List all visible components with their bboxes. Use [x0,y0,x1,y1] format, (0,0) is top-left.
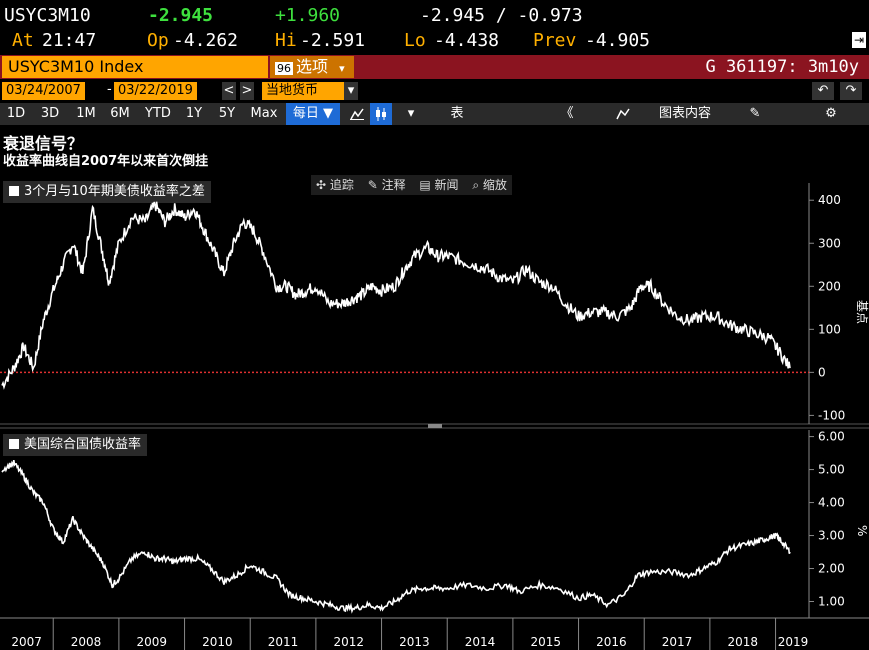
y-tick-label: 200 [818,279,841,293]
at-time: 21:47 [42,30,97,51]
currency-label: 当地货币 [266,83,319,98]
period-1y[interactable]: 1Y [185,106,203,121]
candlestick-icon[interactable] [370,103,392,125]
y-tick-label: 5.00 [818,463,845,477]
x-tick-label: 2008 [71,635,102,649]
series-line [1,459,791,614]
zoom-button[interactable]: ⌕ 缩放 [472,178,507,192]
period-1d[interactable]: 1D [6,106,26,121]
at-label: At [12,30,34,51]
date-separator: - [107,82,112,97]
low-label: Lo [404,30,426,51]
edit-icon[interactable]: ✎ [749,106,761,121]
ticker: USYC3M10 [4,5,91,26]
x-tick-label: 2016 [596,635,627,649]
x-tick-label: 2012 [333,635,364,649]
redo-icon[interactable]: ↷ [840,82,862,100]
annotate-button[interactable]: ✎ 注释 [367,178,406,192]
period-1m[interactable]: 1M [76,106,96,121]
legend-swatch [9,186,19,196]
export-icon[interactable]: ⇥ [852,32,866,48]
frequency-select[interactable]: 每日 ▼ [286,103,340,125]
period-5y[interactable]: 5Y [218,106,236,121]
x-tick-label: 2009 [136,635,167,649]
collapse-icon[interactable]: 《 [560,106,574,121]
top-legend-label: 3个月与10年期美债收益率之差 [24,184,205,199]
day-range: -2.945 / -0.973 [420,5,583,26]
chart-action-bar: ✣ 追踪 ✎ 注释 ▤ 新闻 ⌕ 缩放 [311,175,512,195]
low-value: -4.438 [434,30,500,51]
quote-row-1: USYC3M10 [4,5,91,26]
series-line [1,201,791,390]
period-toolbar: 1D 3D 1M 6M YTD 1Y 5Y Max 每日 ▼ ▾ 表 《 图表内… [0,103,869,125]
chart-subtitle: 收益率曲线自2007年以来首次倒挂 [3,154,209,169]
pane-resize-handle[interactable] [428,424,442,428]
x-tick-label: 2019 [778,635,809,649]
high-value: -2.591 [300,30,366,51]
options-menu[interactable]: 96 选项 ▾ [270,56,354,78]
x-tick-label: 2015 [530,635,561,649]
previous-period-button[interactable]: < [222,82,236,100]
x-tick-label: 2013 [399,635,430,649]
bottom-legend-label: 美国综合国债收益率 [24,437,142,452]
bottom-legend[interactable]: 美国综合国债收益率 [3,434,148,456]
y-tick-label: 400 [818,193,841,207]
y-tick-label: 0 [818,365,826,379]
security-name: USYC3M10 Index [8,57,144,76]
options-number: 96 [275,62,293,75]
last-price: -2.945 [148,5,214,26]
graph-id: G 361197: 3m10y [705,57,859,77]
end-date-input[interactable]: 03/22/2019 [114,82,197,100]
period-6m[interactable]: 6M [110,106,130,121]
y-tick-label: 2.00 [818,562,845,576]
legend-swatch [9,439,19,449]
x-tick-label: 2018 [727,635,758,649]
prev-label: Prev [533,30,577,51]
y-tick-label: 4.00 [818,496,845,510]
open-value: -4.262 [173,30,239,51]
currency-select[interactable]: 当地货币 [262,82,344,100]
x-tick-label: 2011 [268,635,299,649]
x-tick-label: 2014 [465,635,496,649]
undo-icon[interactable]: ↶ [812,82,834,100]
chart-type-dropdown[interactable]: ▾ [407,106,415,121]
net-change: +1.960 [275,5,341,26]
period-ytd[interactable]: YTD [145,106,171,121]
currency-dropdown-icon[interactable]: ▾ [344,82,358,100]
chevron-down-icon: ▾ [339,62,345,75]
y-tick-label: 300 [818,236,841,250]
x-tick-label: 2007 [11,635,42,649]
y-tick-label: 6.00 [818,430,845,444]
chart-tools-icon[interactable] [612,103,634,125]
y-tick-label: 100 [818,322,841,336]
x-tick-label: 2017 [662,635,693,649]
period-3d[interactable]: 3D [40,106,60,121]
line-chart-icon[interactable] [346,103,368,125]
y-tick-label: -100 [818,408,845,422]
chart-content-button[interactable]: 图表内容 [658,106,711,121]
next-period-button[interactable]: > [240,82,254,100]
security-field[interactable]: USYC3M10 Index [2,56,268,78]
chart-title: 衰退信号？ [3,134,84,153]
news-button[interactable]: ▤ 新闻 [419,178,459,192]
high-label: Hi [275,30,297,51]
options-label: 选项 [296,57,329,76]
y-tick-label: 3.00 [818,529,845,543]
prev-value: -4.905 [585,30,651,51]
y-tick-label: 1.00 [818,595,845,609]
start-date-input[interactable]: 03/24/2007 [2,82,85,100]
period-max[interactable]: Max [250,106,278,121]
top-y-axis-label: 基点 [855,300,869,324]
gear-icon[interactable]: ⚙ [825,106,837,121]
x-tick-label: 2010 [202,635,233,649]
top-legend[interactable]: 3个月与10年期美债收益率之差 [3,181,211,203]
bottom-y-axis-label: % [855,525,869,536]
table-button[interactable]: 表 [450,106,464,121]
track-button[interactable]: ✣ 追踪 [316,178,354,192]
open-label: Op [147,30,169,51]
